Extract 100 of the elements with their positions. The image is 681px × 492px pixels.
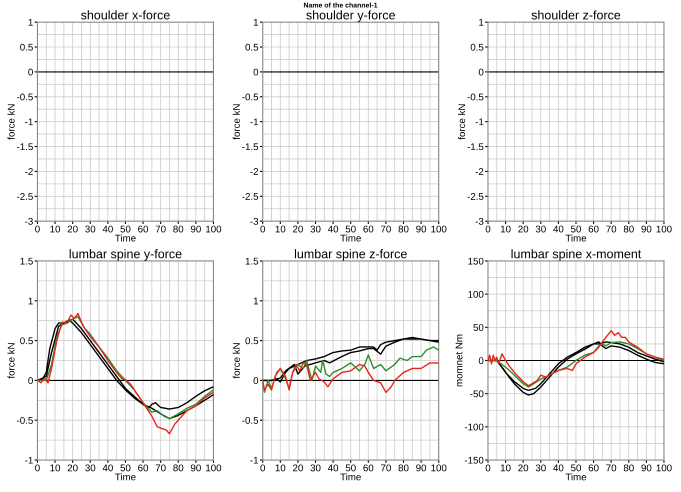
x-tick-label: 100 xyxy=(656,464,672,472)
x-tick-label: 30 xyxy=(85,226,96,232)
x-tick-label: 100 xyxy=(431,226,446,232)
x-axis-title: Time xyxy=(566,473,586,480)
x-tick-label: 70 xyxy=(606,464,616,472)
x-tick-label: 10 xyxy=(500,226,511,232)
y-tick-label: 1.5 xyxy=(20,258,33,265)
x-tick-label: 0 xyxy=(260,226,266,232)
x-tick-label: 80 xyxy=(173,226,184,232)
x-tick-label: 10 xyxy=(50,226,60,232)
y-tick-label: -0.5 xyxy=(242,94,258,100)
y-tick-label: -150 xyxy=(464,456,484,464)
x-tick-label: 60 xyxy=(363,226,374,232)
x-tick-label: 30 xyxy=(310,226,321,232)
y-tick-label: -3 xyxy=(476,218,484,225)
y-tick-label: -0.5 xyxy=(16,94,33,100)
y-tick-label: -1.5 xyxy=(242,143,258,150)
x-tick-label: 20 xyxy=(518,226,528,232)
y-axis-title: force kN xyxy=(232,343,240,378)
x-axis-title: Time xyxy=(566,234,586,242)
y-tick-label: -2.5 xyxy=(242,193,258,200)
x-tick-label: 70 xyxy=(156,464,166,472)
y-tick-label: -0.5 xyxy=(242,416,258,424)
x-tick-label: 20 xyxy=(518,464,528,472)
chart-title: shoulder y-force xyxy=(306,10,395,22)
x-tick-label: 40 xyxy=(328,226,338,232)
x-axis-title: Time xyxy=(115,234,136,242)
y-tick-label: -3 xyxy=(250,218,258,225)
y-tick-label: -2 xyxy=(250,168,258,175)
x-tick-label: 100 xyxy=(206,464,222,472)
chart-title: lumbar spine y-force xyxy=(70,249,182,261)
x-tick-label: 90 xyxy=(641,226,652,232)
y-tick-label: 0.5 xyxy=(245,44,258,51)
x-tick-label: 10 xyxy=(50,464,60,472)
x-tick-label: 40 xyxy=(328,464,338,472)
x-tick-label: 40 xyxy=(102,464,113,472)
y-tick-label: -2.5 xyxy=(468,193,484,200)
x-tick-label: 40 xyxy=(553,226,564,232)
y-tick-label: -1.5 xyxy=(468,143,484,150)
x-tick-label: 50 xyxy=(346,464,356,472)
x-tick-label: 70 xyxy=(606,226,616,232)
x-tick-label: 0 xyxy=(260,464,266,472)
x-tick-label: 60 xyxy=(363,464,374,472)
y-tick-label: -50 xyxy=(470,390,484,398)
x-tick-label: 30 xyxy=(536,226,546,232)
y-tick-label: -1 xyxy=(476,118,484,126)
x-tick-label: 90 xyxy=(190,464,201,472)
x-tick-label: 60 xyxy=(588,464,599,472)
y-tick-label: 0.5 xyxy=(470,44,484,51)
x-axis-title: Time xyxy=(115,473,136,480)
y-tick-label: -0.5 xyxy=(468,94,484,100)
x-tick-label: 0 xyxy=(486,464,490,472)
x-tick-label: 50 xyxy=(346,226,356,232)
y-tick-label: -100 xyxy=(464,424,484,430)
x-tick-label: 80 xyxy=(624,226,634,232)
chart-title: lumbar spine z-force xyxy=(294,249,407,261)
y-tick-label: 100 xyxy=(468,290,484,298)
y-tick-label: -1 xyxy=(25,118,33,126)
y-axis-title: momnet Nm xyxy=(456,334,462,386)
y-tick-label: -0.5 xyxy=(16,416,33,424)
y-tick-label: 0.5 xyxy=(245,337,258,344)
x-tick-label: 30 xyxy=(85,464,96,472)
y-tick-label: 50 xyxy=(473,324,484,331)
x-tick-label: 90 xyxy=(641,464,652,472)
x-tick-label: 100 xyxy=(656,226,672,232)
x-tick-label: 80 xyxy=(624,464,634,472)
x-tick-label: 100 xyxy=(206,226,222,232)
x-tick-label: 90 xyxy=(190,226,201,232)
x-tick-label: 30 xyxy=(310,464,321,472)
x-tick-label: 60 xyxy=(138,226,148,232)
x-tick-label: 20 xyxy=(68,464,78,472)
y-tick-label: 0 xyxy=(254,377,258,384)
y-axis-title: force kN xyxy=(232,104,240,140)
y-axis-title: force kN xyxy=(7,343,15,378)
x-tick-label: 60 xyxy=(588,226,599,232)
y-tick-label: 1 xyxy=(28,18,33,26)
y-tick-label: 0 xyxy=(254,68,258,76)
y-tick-label: 0 xyxy=(28,377,33,384)
x-tick-label: 20 xyxy=(293,464,303,472)
x-tick-label: 50 xyxy=(570,464,582,472)
y-tick-label: 0.5 xyxy=(20,337,33,344)
y-tick-label: -2 xyxy=(25,168,33,175)
x-tick-label: 0 xyxy=(35,464,40,472)
y-tick-label: -2 xyxy=(476,168,484,175)
chart-title: lumbar spine x-moment xyxy=(512,249,642,261)
y-tick-label: 0 xyxy=(478,68,484,76)
y-axis-title: force kN xyxy=(7,104,15,140)
x-tick-label: 20 xyxy=(68,226,78,232)
y-tick-label: 150 xyxy=(468,258,484,265)
y-tick-label: -1.5 xyxy=(16,143,33,150)
y-tick-label: 0.5 xyxy=(20,44,33,51)
x-tick-label: 0 xyxy=(486,226,490,232)
x-tick-label: 50 xyxy=(120,226,130,232)
x-tick-label: 0 xyxy=(35,226,40,232)
x-tick-label: 100 xyxy=(431,464,446,472)
x-tick-label: 80 xyxy=(398,464,409,472)
x-tick-label: 80 xyxy=(173,464,184,472)
y-tick-label: -1 xyxy=(250,118,258,126)
x-tick-label: 70 xyxy=(381,464,391,472)
y-tick-label: -3 xyxy=(25,218,33,225)
